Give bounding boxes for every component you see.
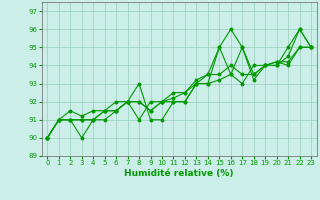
- X-axis label: Humidité relative (%): Humidité relative (%): [124, 169, 234, 178]
